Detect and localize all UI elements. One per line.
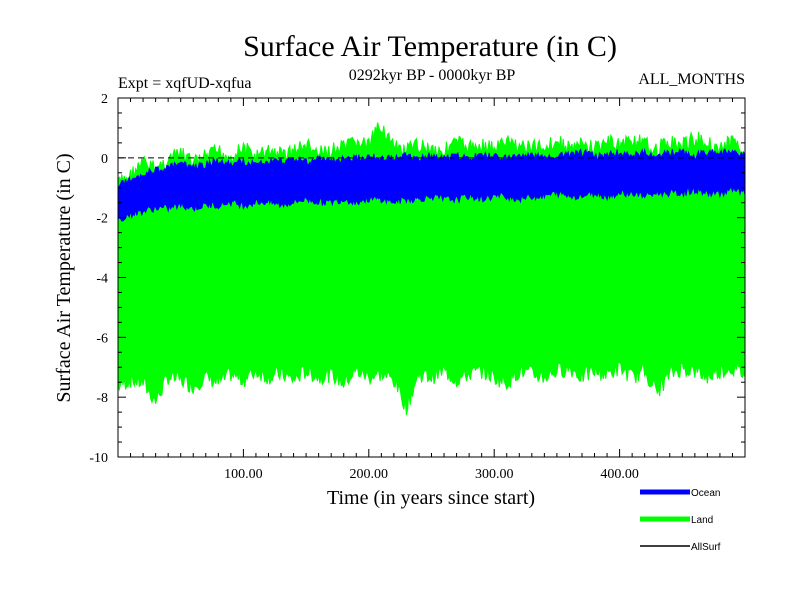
y-tick-label: -6 (96, 331, 108, 346)
y-tick-label: -2 (96, 212, 108, 227)
tick-labels: 2 0 -2 -4 -6 -8 -10 100.00 200.00 300.00 400.00 (89, 92, 639, 482)
x-axis-label: Time (in years since start) (327, 487, 535, 509)
months-label: ALL_MONTHS (638, 71, 745, 88)
legend-label-land: Land (691, 515, 713, 526)
y-tick-label: 0 (101, 152, 108, 167)
y-tick-label: -10 (89, 451, 108, 466)
axis-ticks (118, 97, 745, 458)
legend-label-ocean: Ocean (691, 488, 720, 499)
plot-area: 2 0 -2 -4 -6 -8 -10 100.00 200.00 300.00 400.00 (89, 92, 746, 482)
x-tick-label: 200.00 (350, 467, 389, 482)
chart-title: Surface Air Temperature (in C) (243, 30, 617, 63)
legend: Ocean Land AllSurf (640, 488, 721, 553)
x-tick-label: 300.00 (475, 467, 514, 482)
time-range-label: 0292kyr BP - 0000kyr BP (349, 67, 516, 84)
legend-label-allsurf: AllSurf (691, 542, 721, 553)
x-tick-label: 100.00 (224, 467, 263, 482)
y-tick-label: 2 (101, 92, 108, 107)
experiment-label: Expt = xqfUD-xqfua (118, 75, 251, 92)
y-axis-label: Surface Air Temperature (in C) (53, 153, 75, 402)
x-tick-label: 400.00 (600, 467, 639, 482)
y-tick-label: -8 (96, 391, 108, 406)
y-tick-label: -4 (96, 272, 108, 287)
series-layer (117, 122, 746, 416)
